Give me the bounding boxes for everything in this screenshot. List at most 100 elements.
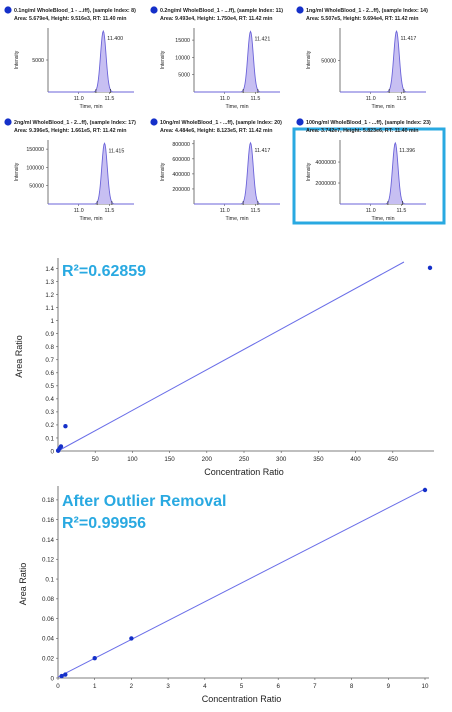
panel-title: 100ng/ml WholeBlood_1 - ...ff), (sample …	[306, 120, 431, 126]
y-tick-label: 150000	[26, 147, 44, 153]
x-tick-label: 11.0	[220, 208, 230, 214]
y-axis-label: Area Ratio	[18, 563, 28, 606]
panel-subtitle: Area: 3.742e7, Height: 5.823e6, RT: 11.4…	[306, 128, 418, 134]
data-point	[129, 636, 134, 641]
x-tick-label: 11.5	[104, 208, 114, 214]
y-axis-label: Area Ratio	[14, 335, 24, 378]
panel-title: 10ng/ml WholeBlood_1 - ...ff), (sample I…	[160, 120, 282, 126]
y-tick-label: 0.02	[42, 656, 55, 663]
y-tick-label: 0.04	[42, 636, 55, 643]
y-tick-label: 0.16	[42, 517, 55, 524]
x-tick-label: 0	[56, 683, 60, 690]
x-tick-label: 11.5	[104, 96, 114, 102]
y-tick-label: 5000	[178, 73, 190, 79]
x-tick-label: 400	[350, 456, 361, 463]
data-point	[92, 656, 97, 661]
x-tick-label: 9	[387, 683, 391, 690]
calibration-plot: 0 0.1 0.2 0.3 0.4 0.5 0.6 0.7 0.8 0.9 1 1.1 1.2 1.3 1.…	[14, 258, 434, 477]
panel-subtitle: Area: 5.507e5, Height: 9.694e4, RT: 11.4…	[306, 16, 418, 22]
data-point	[63, 672, 68, 677]
y-tick-label: 5000	[32, 58, 44, 64]
x-axis-label: Time, min	[371, 216, 394, 222]
peak-line	[340, 141, 426, 205]
y-axis-label: Intensity	[306, 162, 312, 181]
x-tick-label: 1	[93, 683, 97, 690]
x-tick-label: 8	[350, 683, 354, 690]
x-tick-label: 100	[127, 456, 138, 463]
panel-subtitle: Area: 9.396e5, Height: 1.661e5, RT: 11.4…	[14, 128, 126, 134]
selection-highlight-box	[292, 127, 446, 225]
x-axis-label: Time, min	[79, 216, 102, 222]
x-tick-label: 11.5	[396, 208, 406, 214]
y-tick-label: 50000	[29, 184, 44, 190]
chromatogram-panel: 100ng/ml WholeBlood_1 - ...ff), (sample …	[292, 118, 446, 225]
y-tick-label: 100000	[26, 165, 44, 171]
x-tick-label: 150	[164, 456, 175, 463]
x-tick-label: 2	[130, 683, 134, 690]
y-axis-label: Intensity	[306, 50, 312, 69]
y-tick-label: 0.12	[42, 557, 55, 564]
x-tick-label: 250	[239, 456, 250, 463]
y-tick-label: 600000	[172, 157, 190, 163]
calibration-plot: 0 0.02 0.04 0.06 0.08 0.1 0.12 0.14 0.16 0.18 0 1 2 3…	[18, 486, 429, 704]
y-axis-label: Intensity	[14, 162, 20, 181]
y-tick-label: 4000000	[315, 160, 336, 166]
peak-line	[340, 29, 426, 93]
x-tick-label: 7	[313, 683, 317, 690]
x-axis-label: Time, min	[371, 104, 394, 110]
y-tick-label: 0.5	[45, 383, 54, 390]
data-point	[59, 673, 64, 679]
sample-dot-icon	[4, 118, 12, 126]
chromatogram-panel: 1ng/ml WholeBlood_1 - 2...ff), (sample I…	[296, 6, 428, 110]
peak-rt-label: 11.400	[107, 36, 123, 42]
x-tick-label: 6	[276, 683, 280, 690]
r-squared-label: R²=0.62859	[62, 263, 146, 280]
panel-title: 1ng/ml WholeBlood_1 - 2...ff), (sample I…	[306, 8, 428, 14]
y-tick-label: 0.18	[42, 497, 55, 504]
x-tick-label: 3	[166, 683, 170, 690]
chromatogram-panel: 10ng/ml WholeBlood_1 - ...ff), (sample I…	[150, 118, 282, 222]
y-axis-label: Intensity	[160, 50, 166, 69]
y-tick-label: 0.08	[42, 596, 55, 603]
y-tick-label: 0.1	[45, 435, 54, 442]
x-axis-label: Time, min	[225, 216, 248, 222]
panel-subtitle: Area: 9.493e4, Height: 1.750e4, RT: 11.4…	[160, 16, 272, 22]
panel-subtitle: Area: 5.679e4, Height: 9.516e3, RT: 11.4…	[14, 16, 126, 22]
data-point	[422, 487, 428, 493]
y-tick-label: 0	[51, 448, 55, 455]
y-tick-label: 0.14	[42, 537, 55, 544]
sample-dot-icon	[4, 6, 12, 14]
x-tick-label: 350	[313, 456, 324, 463]
y-tick-label: 0.6	[45, 370, 54, 377]
x-tick-label: 10	[422, 683, 429, 690]
y-tick-label: 0.1	[45, 576, 54, 583]
x-tick-label: 11.5	[250, 96, 260, 102]
y-tick-label: 10000	[175, 55, 190, 61]
y-tick-label: 2000000	[315, 181, 336, 187]
y-tick-label: 15000	[175, 38, 190, 44]
peak-line	[48, 29, 134, 93]
y-tick-label: 0.3	[45, 409, 54, 416]
peak-rt-label: 11.417	[255, 148, 271, 154]
data-point	[427, 265, 433, 271]
panel-title: 2ng/ml WholeBlood_1 - 2...ff), (sample I…	[14, 120, 136, 126]
x-tick-label: 11.5	[396, 96, 406, 102]
x-tick-label: 11.0	[74, 96, 84, 102]
peak-rt-label: 11.396	[399, 148, 415, 154]
sample-dot-icon	[150, 6, 158, 14]
panel-title: 0.1ng/ml WholeBlood_1 - ...iff), (sample…	[14, 8, 136, 14]
regression-line	[57, 488, 426, 678]
sample-dot-icon	[150, 118, 158, 126]
annotation-title: After Outlier Removal	[62, 493, 226, 510]
x-tick-label: 11.0	[366, 208, 376, 214]
y-tick-label: 1.2	[45, 292, 54, 299]
panel-title: 0.2ng/ml WholeBlood_1 - ...ff), (sample …	[160, 8, 283, 14]
y-tick-label: 1	[51, 318, 55, 325]
y-tick-label: 1.1	[45, 305, 54, 312]
y-tick-label: 0	[51, 675, 55, 682]
y-tick-label: 0.8	[45, 344, 54, 351]
x-tick-label: 450	[388, 456, 399, 463]
y-axis-label: Intensity	[160, 162, 166, 181]
y-tick-label: 50000	[321, 59, 336, 65]
